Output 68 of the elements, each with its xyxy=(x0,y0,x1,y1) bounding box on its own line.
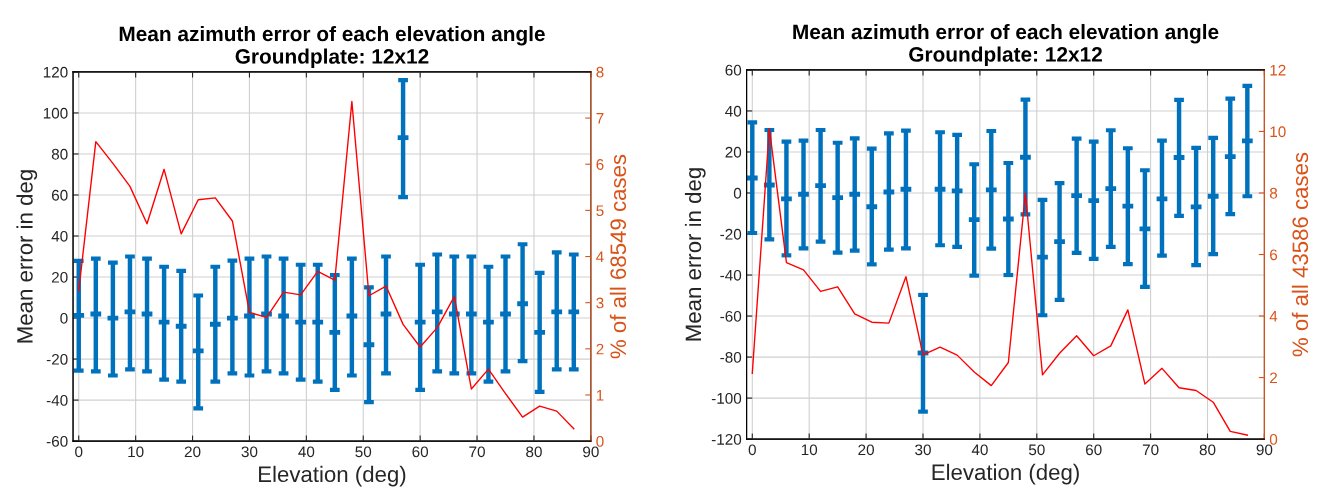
x-tick-label: 0 xyxy=(748,444,756,456)
y2-tick-label: 4 xyxy=(596,251,604,263)
y2-tick-label: 1 xyxy=(596,390,604,401)
x-axis-title: Elevation (deg) xyxy=(932,463,1079,485)
chart-subtitle: Groundplate: 12x12 xyxy=(235,48,429,68)
y2-tick-label: 3 xyxy=(596,297,604,309)
x-tick-label: 50 xyxy=(355,446,372,458)
line-series xyxy=(751,127,1249,436)
y-tick-label: -20 xyxy=(46,353,68,365)
y-tick-label: 60 xyxy=(51,189,68,201)
y-tick-label: 20 xyxy=(725,146,742,158)
y-tick-label: -60 xyxy=(46,436,68,447)
x-tick-label: 10 xyxy=(801,444,818,456)
x-tick-label: 70 xyxy=(1142,444,1159,456)
y-tick-label: 100 xyxy=(43,107,68,119)
x-tick-label: 40 xyxy=(971,444,988,456)
y2-tick-label: 7 xyxy=(596,113,604,124)
y2-tick-label: 6 xyxy=(1270,249,1278,261)
y-axis-title: Mean error in deg xyxy=(16,170,38,343)
x-tick-label: 90 xyxy=(1256,444,1273,456)
x-tick-label: 80 xyxy=(1199,444,1216,456)
y-tick-label: -40 xyxy=(720,269,742,281)
y-axis-title: Mean error in deg xyxy=(684,168,706,341)
y-tick-label: 120 xyxy=(43,66,68,78)
y-tick-label: 60 xyxy=(725,64,742,76)
x-tick-label: 30 xyxy=(915,444,931,456)
x-tick-label: 0 xyxy=(75,446,83,458)
y-tick-label: -80 xyxy=(720,351,742,363)
y2-tick-label: 2 xyxy=(1270,372,1277,384)
y-tick-label: -40 xyxy=(46,394,68,406)
x-axis-title: Elevation (deg) xyxy=(259,465,406,487)
x-tick-label: 90 xyxy=(583,446,599,458)
x-tick-label: 10 xyxy=(128,446,144,458)
y2-tick-label: 4 xyxy=(1269,311,1278,322)
y2-axis-title: % of all 68549 cases xyxy=(609,154,627,359)
chart-title: Mean azimuth error of each elevation angle xyxy=(793,23,1219,44)
y2-tick-label: 0 xyxy=(1269,433,1278,445)
y-tick-label: -100 xyxy=(711,392,742,404)
x-tick-label: 20 xyxy=(858,444,874,456)
line-series xyxy=(78,100,575,430)
chart-title: Mean azimuth error of each elevation angle xyxy=(119,25,545,46)
y-tick-label: 0 xyxy=(733,187,742,199)
x-tick-label: 80 xyxy=(526,446,542,458)
y-tick-label: 80 xyxy=(51,148,68,160)
x-tick-label: 40 xyxy=(298,446,315,458)
y-tick-label: -60 xyxy=(720,310,742,322)
x-tick-label: 70 xyxy=(469,446,485,458)
y2-tick-label: 0 xyxy=(596,436,604,447)
x-tick-label: 50 xyxy=(1028,444,1045,456)
y-tick-label: -20 xyxy=(720,228,742,240)
y-tick-label: 40 xyxy=(725,105,742,117)
y2-tick-label: 5 xyxy=(596,205,604,217)
y2-tick-label: 8 xyxy=(596,66,604,78)
x-tick-label: 60 xyxy=(412,446,429,458)
y2-tick-label: 2 xyxy=(596,343,604,355)
y2-tick-label: 8 xyxy=(1269,187,1278,199)
y2-tick-label: 6 xyxy=(596,159,604,170)
x-tick-label: 20 xyxy=(184,446,201,458)
y-tick-label: 0 xyxy=(60,312,68,324)
y2-tick-label: 12 xyxy=(1270,64,1286,76)
x-tick-label: 30 xyxy=(241,446,258,458)
y2-axis-title: % of all 43586 cases xyxy=(1291,152,1309,357)
y-tick-label: -120 xyxy=(711,433,742,445)
y-tick-label: 40 xyxy=(51,230,68,242)
y-tick-label: 20 xyxy=(51,271,68,283)
y2-tick-label: 10 xyxy=(1270,126,1286,138)
x-tick-label: 60 xyxy=(1085,444,1102,456)
chart-subtitle: Groundplate: 12x12 xyxy=(909,46,1102,66)
